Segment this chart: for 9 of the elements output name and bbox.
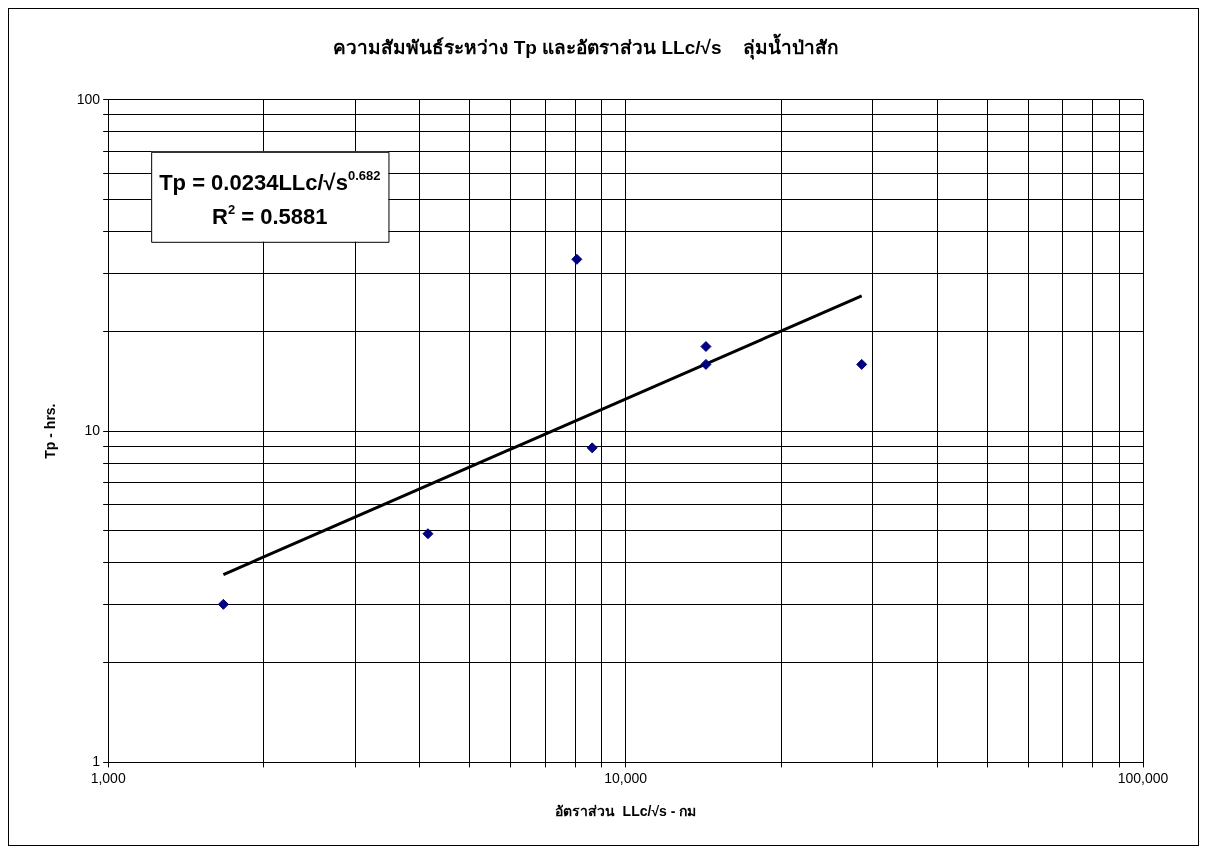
- x-tick-label: 10,000: [604, 769, 648, 786]
- y-axis-title: Tp - hrs.: [42, 403, 59, 459]
- y-tick-label: 1: [92, 753, 101, 770]
- x-tick-label: 1,000: [90, 769, 126, 786]
- y-tick-label: 100: [76, 90, 101, 107]
- y-tick-label: 10: [84, 421, 101, 438]
- x-tick-label: 100,000: [1117, 769, 1169, 786]
- x-axis-title: อัตราส่วน LLc/√s - กม: [554, 803, 697, 820]
- chart-title: ความสัมพันธ์ระหว่าง Tp และอัตราส่วน LLc/√s ลุ่มน้ำป่าสัก: [333, 32, 839, 60]
